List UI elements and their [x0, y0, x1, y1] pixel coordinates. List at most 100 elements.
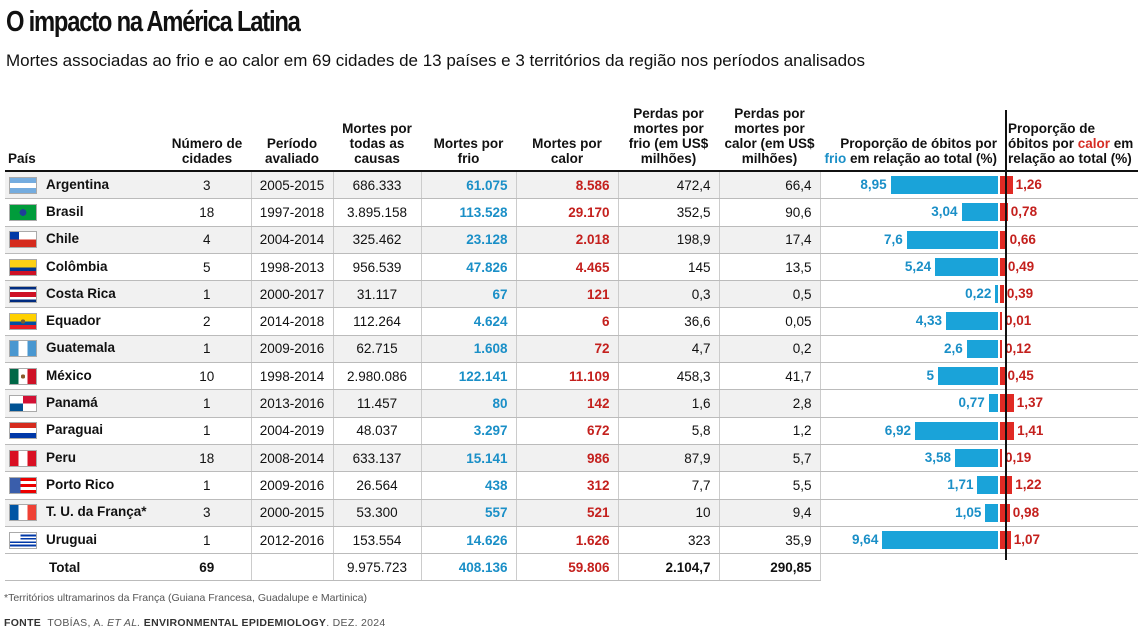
- heat-bar: [1000, 503, 1010, 522]
- cell-perdas-frio: 472,4: [617, 171, 719, 200]
- cold-bar-label: 0,22: [965, 286, 992, 302]
- cold-bar-cell: 8,95: [819, 171, 1000, 200]
- cell-todas: 11.457: [332, 389, 421, 418]
- cold-bar: [938, 367, 998, 386]
- cell-calor: 6: [515, 307, 618, 336]
- heat-bar-label: 0,98: [1012, 504, 1040, 520]
- table-body: Argentina 3 2005-2015 686.333 61.075 8.586 472…: [5, 171, 1138, 582]
- cell-perdas-calor: 66,4: [718, 171, 820, 200]
- cell-frio: 1.608: [420, 335, 516, 364]
- total-calor: 59.806: [515, 553, 618, 582]
- cold-bar-label: 0,77: [958, 395, 985, 411]
- cold-bar-cell: 6,92: [819, 417, 1000, 445]
- cell-todas: 325.462: [332, 226, 421, 254]
- cell-periodo: 1998-2014: [250, 362, 333, 391]
- total-row: Total 69 9.975.723 408.136 59.806 2.104,7 290,…: [5, 553, 1138, 582]
- cell-periodo: 2004-2019: [250, 417, 333, 445]
- country-cell: Argentina: [5, 171, 163, 200]
- cell-cidades: 4: [163, 226, 251, 254]
- cell-todas: 633.137: [332, 444, 421, 473]
- table-row: Panamá 1 2013-2016 11.457 80 142 1,6 2,8 0,77 1,3…: [5, 389, 1138, 418]
- heat-bar-cell: 1,07: [1000, 526, 1138, 555]
- cell-cidades: 1: [163, 417, 251, 445]
- cell-perdas-calor: 90,6: [718, 198, 820, 227]
- equador-flag: [9, 313, 37, 331]
- cell-perdas-frio: 352,5: [617, 198, 719, 227]
- cell-periodo: 2008-2014: [250, 444, 333, 473]
- total-perdas-frio: 2.104,7: [617, 553, 719, 582]
- cell-todas: 62.715: [332, 335, 421, 364]
- cold-bar: [961, 203, 998, 222]
- country-cell: Peru: [5, 444, 163, 473]
- cell-frio: 61.075: [420, 171, 516, 200]
- cell-perdas-frio: 7,7: [617, 471, 719, 500]
- cold-bar-cell: 3,58: [819, 444, 1000, 473]
- heat-bar-cell: 1,41: [1000, 417, 1138, 445]
- total-frio: 408.136: [420, 553, 516, 582]
- cold-bar-cell: 0,22: [819, 280, 1000, 309]
- cell-frio: 438: [420, 471, 516, 500]
- cold-bar: [988, 394, 998, 413]
- country-name: Guatemala: [46, 340, 116, 356]
- heat-bar-cell: 1,22: [1000, 471, 1138, 500]
- header-prop-calor-word: calor: [1077, 136, 1111, 151]
- cold-bar: [995, 285, 998, 304]
- cell-calor: 521: [515, 499, 618, 527]
- heat-bar-label: 0,49: [1007, 258, 1035, 274]
- cell-perdas-frio: 458,3: [617, 362, 719, 391]
- heat-bar-cell: 0,19: [1000, 444, 1138, 473]
- cell-perdas-calor: 1,2: [718, 417, 820, 445]
- table-row: Porto Rico 1 2009-2016 26.564 438 312 7,7 5,5 1,…: [5, 471, 1138, 500]
- country-cell: Equador: [5, 307, 163, 336]
- source-journal: ENVIRONMENTAL EPIDEMIOLOGY: [140, 617, 327, 629]
- table-row: Argentina 3 2005-2015 686.333 61.075 8.586 472…: [5, 171, 1138, 200]
- cell-todas: 112.264: [332, 307, 421, 336]
- heat-bar-cell: 0,01: [1000, 307, 1138, 336]
- cold-bar: [914, 421, 998, 440]
- cell-perdas-frio: 36,6: [617, 307, 719, 336]
- cell-cidades: 1: [163, 389, 251, 418]
- cell-perdas-calor: 0,05: [718, 307, 820, 336]
- heat-bar-label: 0,45: [1007, 368, 1034, 384]
- cold-bar-label: 8,95: [860, 177, 887, 192]
- cell-periodo: 2000-2017: [250, 280, 333, 309]
- table-row: T. U. da França* 3 2000-2015 53.300 557 521 10…: [5, 499, 1138, 527]
- heat-bar-label: 1,26: [1015, 177, 1042, 192]
- cold-bar-label: 5: [926, 368, 934, 384]
- cold-bar: [890, 176, 998, 194]
- cold-bar-label: 3,04: [931, 204, 958, 220]
- cell-perdas-frio: 5,8: [617, 417, 719, 445]
- header-todas: Mortes por todas as causas: [333, 106, 421, 172]
- header-prop-calor: Proporção de óbitos por calor em relação…: [1000, 106, 1138, 172]
- cold-bar-label: 7,6: [884, 231, 903, 247]
- cell-perdas-calor: 5,7: [718, 444, 820, 473]
- cell-perdas-calor: 0,2: [718, 335, 820, 364]
- table-row: Peru 18 2008-2014 633.137 15.141 986 87,9 5,7 3,…: [5, 444, 1138, 473]
- cell-frio: 23.128: [420, 226, 516, 254]
- cold-bar-label: 2,6: [944, 340, 963, 356]
- cold-bar: [985, 503, 998, 522]
- cold-bar-cell: 1,05: [819, 499, 1000, 527]
- country-name: Argentina: [46, 176, 110, 192]
- cold-bar: [966, 339, 998, 358]
- cell-frio: 113.528: [420, 198, 516, 227]
- country-cell: Porto Rico: [5, 471, 163, 500]
- country-name: Panamá: [46, 395, 98, 411]
- header-calor: Mortes por calor: [516, 106, 618, 172]
- cell-calor: 312: [515, 471, 618, 500]
- page-subtitle: Mortes associadas ao frio e ao calor em …: [6, 51, 865, 70]
- cold-bar-cell: 9,64: [819, 526, 1000, 555]
- heat-bar: [1000, 339, 1002, 358]
- cell-periodo: 2000-2015: [250, 499, 333, 527]
- country-cell: Paraguai: [5, 417, 163, 445]
- porto-rico-flag: [9, 476, 37, 494]
- cell-perdas-calor: 13,5: [718, 253, 820, 282]
- paraguai-flag: [9, 422, 37, 440]
- cell-perdas-frio: 323: [617, 526, 719, 555]
- table-row: Colômbia 5 1998-2013 956.539 47.826 4.465 145 1…: [5, 253, 1138, 282]
- cold-bar-label: 6,92: [884, 422, 911, 438]
- heat-bar: [1000, 367, 1005, 386]
- cell-frio: 4.624: [420, 307, 516, 336]
- data-table: País Número de cidades Período avaliado …: [5, 106, 1138, 582]
- cold-bar: [906, 230, 998, 249]
